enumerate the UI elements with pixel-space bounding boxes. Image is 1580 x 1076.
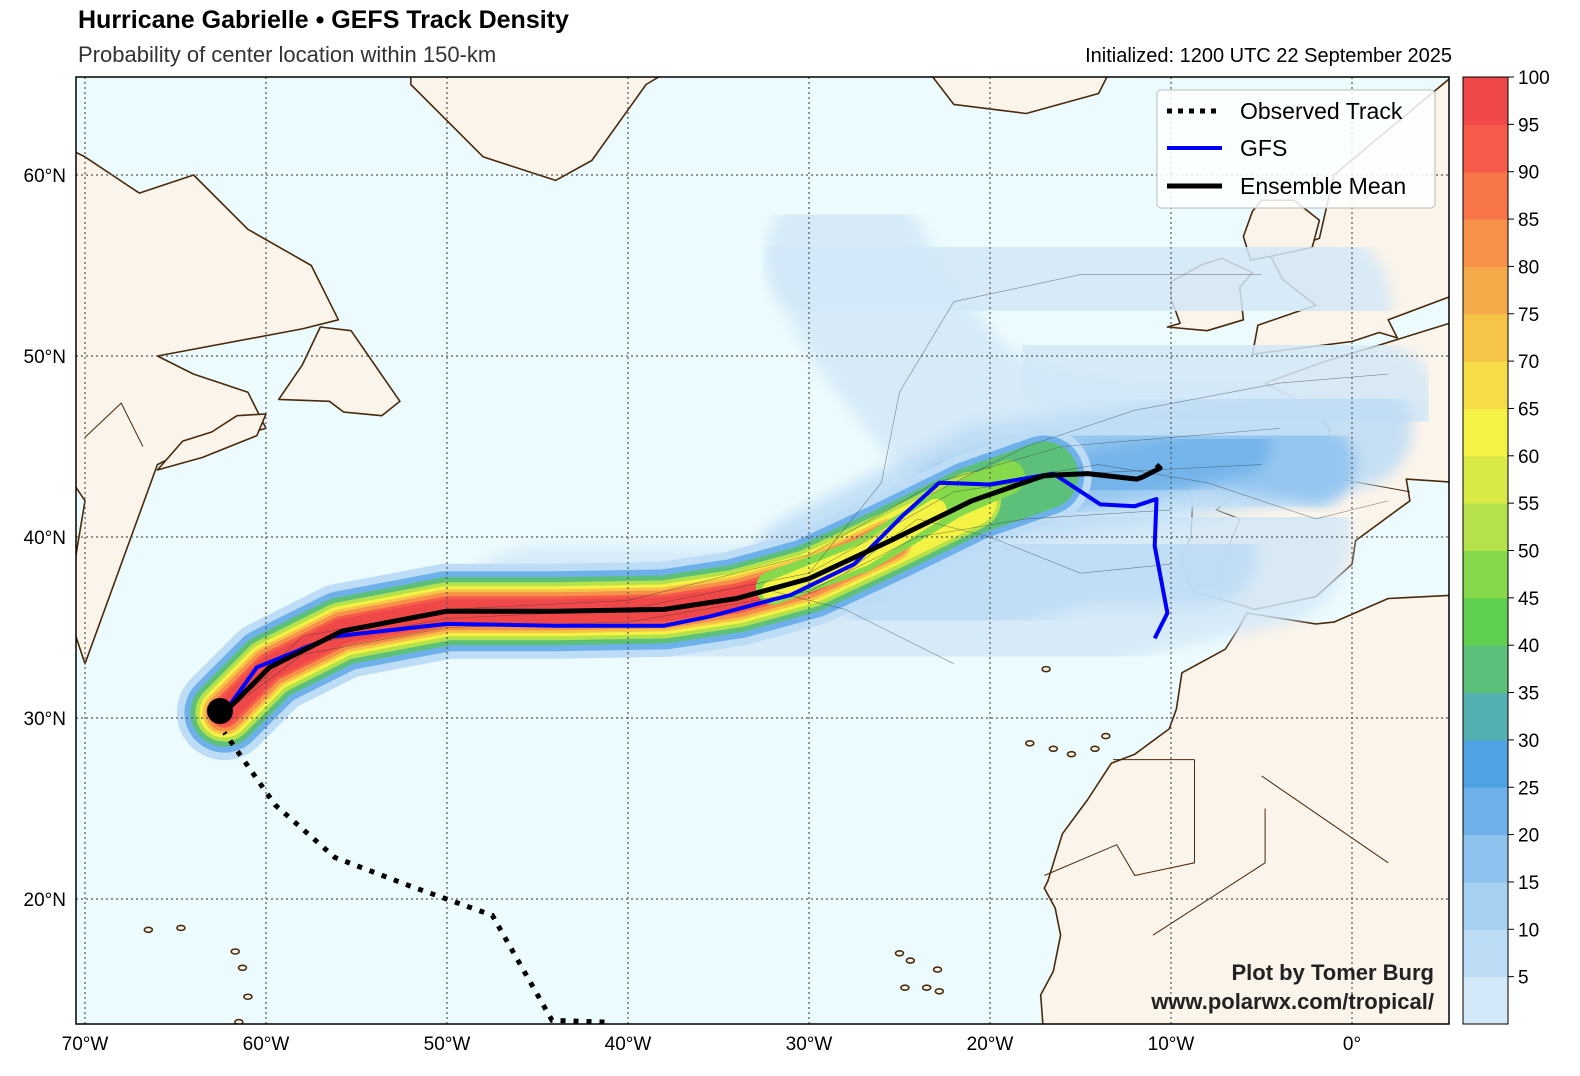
colorbar-tick-label: 35 bbox=[1518, 684, 1539, 705]
land-north-america bbox=[76, 151, 340, 665]
colorbar-tick-label: 5 bbox=[1518, 968, 1529, 989]
legend-label-gfs: GFS bbox=[1240, 135, 1287, 161]
colorbar-tick-label: 65 bbox=[1518, 399, 1539, 420]
colorbar-segment bbox=[1463, 976, 1508, 1025]
land-caribbean bbox=[143, 924, 253, 1024]
colorbar: 5 10 15 20 25 30 35 40 45 50 55 60 65 70 75 80 85 90 95 100 bbox=[1462, 68, 1550, 1025]
colorbar-tick-label: 85 bbox=[1518, 210, 1539, 231]
track-lines bbox=[222, 462, 1170, 1024]
colorbar-tick-label: 75 bbox=[1518, 305, 1539, 326]
latitude-label: 30°N bbox=[24, 709, 66, 730]
colorbar-segment bbox=[1463, 929, 1508, 978]
land-cape-verde bbox=[894, 949, 945, 995]
longitude-label: 40°W bbox=[605, 1034, 652, 1055]
legend-label-mean: Ensemble Mean bbox=[1240, 173, 1406, 199]
ensemble-member-track bbox=[808, 274, 1262, 574]
colorbar-tick-label: 90 bbox=[1518, 163, 1539, 184]
colorbar-tick-label: 95 bbox=[1518, 115, 1539, 136]
colorbar-segment bbox=[1463, 77, 1508, 125]
colorbar-segment bbox=[1463, 834, 1508, 883]
longitude-label: 20°W bbox=[967, 1034, 1014, 1055]
colorbar-segment bbox=[1463, 597, 1508, 646]
country-border bbox=[1044, 759, 1195, 877]
colorbar-segment bbox=[1463, 550, 1508, 599]
colorbar-tick-label: 10 bbox=[1518, 920, 1539, 941]
colorbar-tick-label: 45 bbox=[1518, 589, 1539, 610]
observed-track-line bbox=[222, 731, 605, 1024]
density-blob bbox=[849, 505, 1258, 660]
ensemble-member-track bbox=[917, 373, 1389, 502]
colorbar-segment bbox=[1463, 787, 1508, 836]
land-greenland bbox=[410, 77, 661, 182]
ensemble-member-track bbox=[224, 428, 1280, 713]
colorbar-segment bbox=[1463, 361, 1508, 409]
colorbar-tick-label: 60 bbox=[1518, 447, 1539, 468]
land-canary-islands bbox=[1025, 732, 1111, 758]
initialized-time: Initialized: 1200 UTC 22 September 2025 bbox=[1085, 45, 1452, 67]
colorbar-tick-label: 20 bbox=[1518, 826, 1539, 847]
latitude-label: 60°N bbox=[24, 166, 66, 187]
ensemble-member-track bbox=[772, 591, 954, 664]
colorbar-segment bbox=[1463, 124, 1508, 173]
colorbar-tick-label: 25 bbox=[1518, 778, 1539, 799]
colorbar-segment bbox=[1463, 739, 1508, 788]
latitude-label: 40°N bbox=[24, 528, 66, 549]
latitude-label: 20°N bbox=[24, 890, 66, 911]
land-iceland bbox=[931, 77, 1108, 115]
longitude-label: 50°W bbox=[424, 1034, 471, 1055]
colorbar-segment bbox=[1463, 266, 1508, 315]
colorbar-segment bbox=[1463, 881, 1508, 930]
density-blob bbox=[770, 181, 1391, 377]
country-border bbox=[84, 402, 144, 447]
land-newfoundland bbox=[277, 326, 401, 417]
graticule bbox=[76, 77, 1449, 1024]
map-frame bbox=[75, 76, 1450, 1025]
map-title: Hurricane Gabrielle • GEFS Track Density bbox=[78, 6, 569, 34]
colorbar-tick-label: 100 bbox=[1518, 68, 1550, 89]
longitude-label: 0° bbox=[1343, 1034, 1361, 1055]
map-subtitle: Probability of center location within 15… bbox=[78, 42, 497, 67]
storm-current-position bbox=[207, 698, 233, 724]
land-nova-scotia bbox=[156, 413, 267, 471]
colorbar-segment bbox=[1463, 408, 1508, 457]
country-border bbox=[1261, 775, 1389, 864]
country-border bbox=[1152, 808, 1266, 936]
land-africa bbox=[1039, 594, 1449, 1024]
legend-box bbox=[1156, 89, 1436, 209]
colorbar-segment bbox=[1463, 692, 1508, 741]
ensemble-member-track bbox=[224, 509, 1172, 713]
latitude-label: 50°N bbox=[24, 347, 66, 368]
colorbar-tick-label: 70 bbox=[1518, 352, 1539, 373]
latitude-labels: 60°N 50°N 40°N 30°N 20°N bbox=[24, 166, 66, 911]
colorbar-segment bbox=[1463, 455, 1508, 504]
ensemble-mean-track-line bbox=[222, 462, 1163, 715]
credit-author: Plot by Tomer Burg bbox=[1232, 960, 1435, 985]
longitude-label: 60°W bbox=[243, 1034, 290, 1055]
colorbar-tick-label: 40 bbox=[1518, 636, 1539, 657]
longitude-labels: 70°W 60°W 50°W 40°W 30°W 20°W 10°W 0° bbox=[62, 1034, 1361, 1055]
colorbar-tick-label: 30 bbox=[1518, 731, 1539, 752]
colorbar-tick-label: 50 bbox=[1518, 542, 1539, 563]
legend-label-observed: Observed Track bbox=[1240, 98, 1403, 124]
longitude-label: 10°W bbox=[1148, 1034, 1195, 1055]
colorbar-segment bbox=[1463, 313, 1508, 362]
colorbar-segment bbox=[1463, 219, 1508, 267]
credit-url: www.polarwx.com/tropical/ bbox=[1150, 989, 1434, 1014]
colorbar-tick-label: 80 bbox=[1518, 257, 1539, 278]
longitude-label: 70°W bbox=[62, 1034, 109, 1055]
ensemble-member-track bbox=[989, 464, 1389, 520]
colorbar-segment bbox=[1463, 645, 1508, 694]
colorbar-segment bbox=[1463, 503, 1508, 551]
longitude-label: 30°W bbox=[786, 1034, 833, 1055]
legend: Observed Track GFS Ensemble Mean bbox=[1156, 89, 1436, 209]
gfs-track-line bbox=[222, 471, 1170, 714]
colorbar-tick-label: 55 bbox=[1518, 494, 1539, 515]
colorbar-tick-label: 15 bbox=[1518, 873, 1539, 894]
colorbar-segment bbox=[1463, 171, 1508, 220]
